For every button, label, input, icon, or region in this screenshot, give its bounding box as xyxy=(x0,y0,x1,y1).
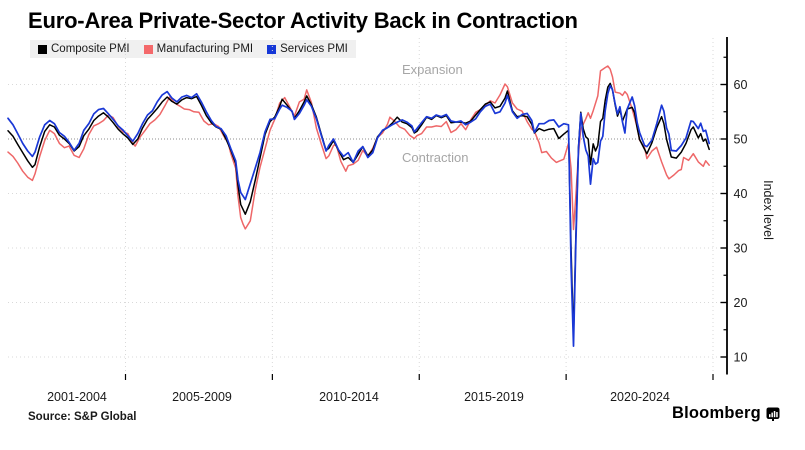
chart-legend: Composite PMI Manufacturing PMI Services… xyxy=(30,40,356,58)
bloomberg-terminal-icon xyxy=(766,407,780,421)
bloomberg-wordmark: Bloomberg xyxy=(672,404,761,422)
y-axis-tick-label: 60 xyxy=(734,78,748,92)
series-line-services-pmi xyxy=(7,84,711,347)
expansion-annotation: Expansion xyxy=(402,62,463,77)
x-axis-label-2010-2014: 2010-2014 xyxy=(319,390,379,404)
services-swatch-icon xyxy=(267,44,277,54)
legend-label: Composite PMI xyxy=(51,43,130,55)
series-line-manufacturing-pmi xyxy=(7,65,710,231)
contraction-annotation: Contraction xyxy=(402,150,469,165)
y-axis-tick-label: 50 xyxy=(734,132,748,146)
y-axis-tick-label: 20 xyxy=(734,296,748,310)
legend-item-composite: Composite PMI xyxy=(38,43,130,55)
source-credit: Source: S&P Global xyxy=(28,411,137,423)
y-axis-tick-label: 40 xyxy=(734,187,748,201)
x-axis-label-2005-2009: 2005-2009 xyxy=(172,390,232,404)
legend-label: Manufacturing PMI xyxy=(156,43,254,55)
y-axis-tick-label: 10 xyxy=(734,350,748,364)
bloomberg-logo: Bloomberg xyxy=(672,404,780,423)
y-axis-tick-label: 30 xyxy=(734,241,748,255)
manufacturing-swatch-icon xyxy=(143,44,153,54)
x-axis-label-2015-2019: 2015-2019 xyxy=(464,390,524,404)
legend-item-manufacturing: Manufacturing PMI xyxy=(143,43,254,55)
y-axis-title: Index level xyxy=(761,180,775,240)
x-axis-label-2020-2024: 2020-2024 xyxy=(610,390,670,404)
page-title: Euro-Area Private-Sector Activity Back i… xyxy=(28,8,578,33)
legend-item-services: Services PMI xyxy=(267,43,348,55)
x-axis-label-2001-2004: 2001-2004 xyxy=(47,390,107,404)
composite-swatch-icon xyxy=(38,44,47,54)
legend-label: Services PMI xyxy=(280,43,348,55)
